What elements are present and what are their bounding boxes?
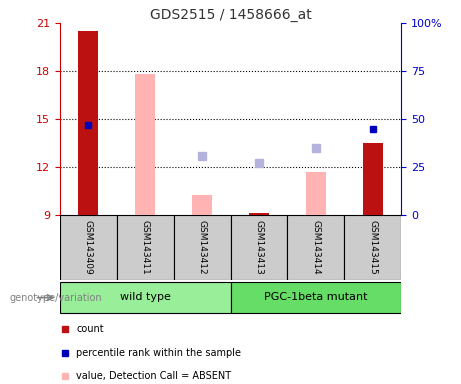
Bar bbox=[306, 172, 326, 215]
Text: GSM143411: GSM143411 bbox=[141, 220, 150, 275]
Text: count: count bbox=[76, 324, 104, 334]
Text: GSM143414: GSM143414 bbox=[311, 220, 320, 275]
Title: GDS2515 / 1458666_at: GDS2515 / 1458666_at bbox=[150, 8, 311, 22]
Bar bbox=[135, 74, 155, 215]
Text: wild type: wild type bbox=[120, 292, 171, 302]
Bar bbox=[60, 282, 230, 313]
Bar bbox=[60, 215, 117, 280]
Bar bbox=[230, 215, 287, 280]
Bar bbox=[230, 282, 401, 313]
Text: value, Detection Call = ABSENT: value, Detection Call = ABSENT bbox=[76, 371, 231, 381]
Bar bbox=[192, 195, 212, 215]
Text: GSM143412: GSM143412 bbox=[198, 220, 207, 275]
Text: GSM143413: GSM143413 bbox=[254, 220, 263, 275]
Bar bbox=[287, 215, 344, 280]
Text: GSM143415: GSM143415 bbox=[368, 220, 377, 275]
Bar bbox=[344, 215, 401, 280]
Text: PGC-1beta mutant: PGC-1beta mutant bbox=[264, 292, 367, 302]
Bar bbox=[117, 215, 174, 280]
Bar bbox=[78, 31, 98, 215]
Bar bbox=[174, 215, 230, 280]
Text: genotype/variation: genotype/variation bbox=[9, 293, 102, 303]
Bar bbox=[363, 143, 383, 215]
Bar bbox=[249, 214, 269, 215]
Text: percentile rank within the sample: percentile rank within the sample bbox=[76, 348, 241, 358]
Text: GSM143409: GSM143409 bbox=[84, 220, 93, 275]
